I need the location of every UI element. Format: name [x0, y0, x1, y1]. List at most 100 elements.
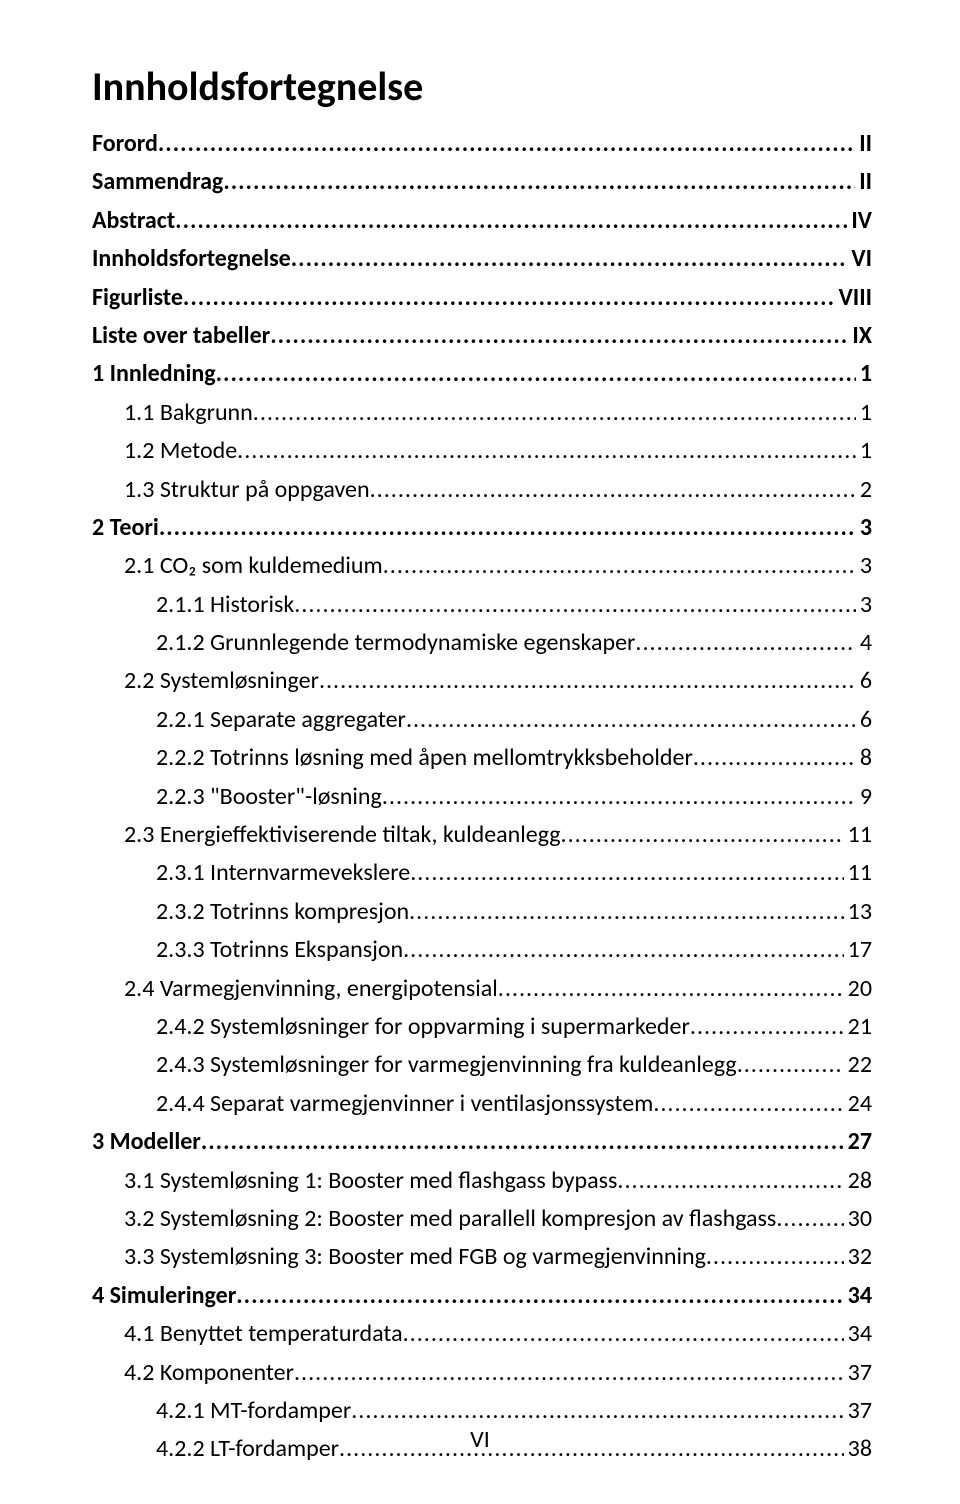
toc-entry-page: VI [847, 240, 872, 278]
toc-entry-label: 1.3 Struktur på oppgaven [124, 471, 370, 509]
toc-entry-page: 3 [856, 547, 872, 585]
toc-entry: Innholdsfortegnelse VI [92, 240, 872, 278]
toc-entry-label: 2.2.1 Separate aggregater [156, 701, 406, 739]
toc-dot-leader [635, 624, 855, 662]
toc-entry-page: 37 [844, 1354, 872, 1392]
toc-entry: 3.2 Systemløsning 2: Booster med paralle… [92, 1200, 872, 1238]
toc-entry: 2.2.3 "Booster"-løsning9 [92, 778, 872, 816]
toc-entry-label: 2.4.3 Systemløsninger for varmegjenvinni… [156, 1046, 737, 1084]
toc-entry: 2.3 Energieffektiviserende tiltak, kulde… [92, 816, 872, 854]
toc-entry: 4.2 Komponenter 37 [92, 1354, 872, 1392]
toc-entry-page: 13 [844, 893, 872, 931]
toc-entry-page: 32 [844, 1238, 872, 1276]
toc-dot-leader [370, 471, 856, 509]
toc-entry-page: 8 [856, 739, 872, 777]
toc-entry: Abstract IV [92, 202, 872, 240]
table-of-contents: ForordIISammendragIIAbstractIVInnholdsfo… [92, 125, 872, 1469]
toc-dot-leader [237, 432, 856, 470]
toc-dot-leader [383, 547, 856, 585]
toc-entry-label: 3 Modeller [92, 1123, 201, 1161]
toc-entry-label: 2.4.4 Separat varmegjenvinner i ventilas… [156, 1085, 653, 1123]
toc-dot-leader [382, 778, 856, 816]
toc-entry: 2.1.2 Grunnlegende termodynamiske egensk… [92, 624, 872, 662]
toc-entry-page: 30 [844, 1200, 872, 1238]
toc-entry: 2.1 CO₂ som kuldemedium3 [92, 547, 872, 585]
toc-entry-label: 2.2 Systemløsninger [124, 662, 319, 700]
toc-entry-page: 22 [844, 1046, 872, 1084]
toc-entry-label: 2.4.2 Systemløsninger for oppvarming i s… [156, 1008, 690, 1046]
toc-dot-leader [737, 1046, 844, 1084]
toc-dot-leader [653, 1085, 843, 1123]
toc-entry-label: 2.1.1 Historisk [156, 586, 294, 624]
toc-entry-page: 34 [844, 1315, 872, 1353]
toc-entry: 2 Teori 3 [92, 509, 872, 547]
toc-entry: 2.3.1 Internvarmevekslere11 [92, 854, 872, 892]
toc-entry-page: IV [847, 202, 872, 240]
toc-dot-leader [690, 1008, 844, 1046]
toc-entry-label: 2.1.2 Grunnlegende termodynamiske egensk… [156, 624, 635, 662]
toc-dot-leader [175, 202, 847, 240]
toc-entry: 3.3 Systemløsning 3: Booster med FGB og … [92, 1238, 872, 1276]
toc-entry-page: II [855, 125, 872, 163]
toc-entry: 3 Modeller27 [92, 1123, 872, 1161]
toc-entry-label: 2.2.2 Totrinns løsning med åpen mellomtr… [156, 739, 693, 777]
toc-entry: 1.2 Metode 1 [92, 432, 872, 470]
toc-dot-leader [270, 317, 848, 355]
toc-entry-page: 6 [856, 701, 872, 739]
page-title: Innholdsfortegnelse [92, 62, 872, 111]
toc-entry-label: 2.4 Varmegjenvinning, energipotensial [124, 970, 498, 1008]
toc-dot-leader [498, 970, 844, 1008]
toc-entry-label: Abstract [92, 202, 175, 240]
toc-entry-label: Innholdsfortegnelse [92, 240, 291, 278]
toc-dot-leader [294, 1354, 844, 1392]
toc-entry-label: 4 Simuleringer [92, 1277, 236, 1315]
toc-entry: Forord II [92, 125, 872, 163]
toc-entry-label: 1.2 Metode [124, 432, 237, 470]
toc-entry: 2.3.2 Totrinns kompresjon13 [92, 893, 872, 931]
toc-entry-page: 34 [844, 1277, 872, 1315]
toc-entry-label: 3.3 Systemløsning 3: Booster med FGB og … [124, 1238, 706, 1276]
toc-dot-leader [409, 893, 844, 931]
toc-entry: Liste over tabellerIX [92, 317, 872, 355]
toc-entry: 2.3.3 Totrinns Ekspansjon 17 [92, 931, 872, 969]
toc-entry-page: 3 [856, 509, 872, 547]
toc-dot-leader [561, 816, 844, 854]
toc-entry-label: 2.3 Energieffektiviserende tiltak, kulde… [124, 816, 561, 854]
toc-entry-label: 2.3.1 Internvarmevekslere [156, 854, 410, 892]
toc-entry-label: Forord [92, 125, 158, 163]
toc-entry: 2.2.1 Separate aggregater 6 [92, 701, 872, 739]
toc-entry: 4 Simuleringer 34 [92, 1277, 872, 1315]
toc-dot-leader [159, 509, 856, 547]
toc-dot-leader [403, 1315, 844, 1353]
toc-entry-label: 4.2 Komponenter [124, 1354, 294, 1392]
toc-entry: 2.2.2 Totrinns løsning med åpen mellomtr… [92, 739, 872, 777]
toc-entry: 3.1 Systemløsning 1: Booster med flashga… [92, 1162, 872, 1200]
toc-entry-label: 2.3.3 Totrinns Ekspansjon [156, 931, 403, 969]
toc-entry-label: 2 Teori [92, 509, 159, 547]
toc-entry-page: 1 [856, 432, 872, 470]
toc-entry-label: Liste over tabeller [92, 317, 270, 355]
toc-entry-page: VIII [835, 279, 872, 317]
toc-dot-leader [693, 739, 856, 777]
toc-entry-page: 24 [844, 1085, 872, 1123]
toc-dot-leader [706, 1238, 844, 1276]
toc-entry-label: 2.2.3 "Booster"-løsning [156, 778, 382, 816]
toc-entry-label: Sammendrag [92, 163, 223, 201]
toc-dot-leader [294, 586, 856, 624]
toc-entry-page: II [855, 163, 872, 201]
toc-entry-page: 1 [856, 394, 872, 432]
toc-dot-leader [253, 394, 856, 432]
toc-entry-page: 4 [856, 624, 872, 662]
toc-entry: 2.4.2 Systemløsninger for oppvarming i s… [92, 1008, 872, 1046]
toc-dot-leader [410, 854, 843, 892]
toc-entry-page: 3 [856, 586, 872, 624]
toc-entry-page: 17 [844, 931, 872, 969]
toc-entry: 1.3 Struktur på oppgaven 2 [92, 471, 872, 509]
toc-entry-label: 1.1 Bakgrunn [124, 394, 253, 432]
toc-dot-leader [776, 1200, 843, 1238]
toc-dot-leader [201, 1123, 844, 1161]
toc-entry-page: 2 [856, 471, 872, 509]
toc-entry: 2.4.3 Systemløsninger for varmegjenvinni… [92, 1046, 872, 1084]
toc-entry: 1.1 Bakgrunn 1 [92, 394, 872, 432]
toc-entry-page: 1 [856, 355, 872, 393]
